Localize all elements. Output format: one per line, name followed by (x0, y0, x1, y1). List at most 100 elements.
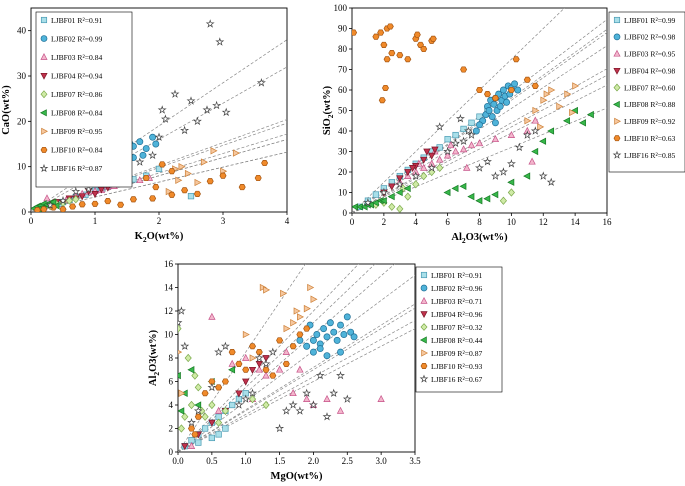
data-point (540, 96, 548, 104)
y-tick-label: 80 (338, 44, 348, 54)
data-point (229, 401, 236, 409)
legend-marker (39, 109, 47, 117)
data-point (165, 187, 173, 196)
legend-marker (613, 16, 621, 24)
x-tick-label: 12 (539, 217, 548, 227)
data-point (483, 157, 492, 166)
data-point (214, 347, 223, 356)
data-point (396, 52, 404, 59)
legend-label: LJBF10 R²=0.93 (431, 362, 482, 371)
x-tick-label: 1 (93, 216, 98, 226)
data-point (523, 76, 531, 83)
legend-label: LJBF01 R²=0.91 (51, 16, 102, 25)
data-point (248, 388, 257, 398)
data-point (255, 361, 263, 369)
data-point (235, 390, 243, 398)
data-point (491, 135, 500, 143)
data-point (283, 324, 291, 333)
regression-line (178, 264, 360, 452)
data-point (45, 200, 55, 209)
legend-marker (420, 323, 428, 331)
data-point (221, 107, 231, 117)
data-point (180, 341, 190, 351)
data-point (178, 324, 182, 333)
data-point (228, 366, 236, 374)
legend-label: LJBF02 R²=0.96 (431, 284, 482, 293)
data-point (443, 188, 451, 197)
x-tick-label: 2 (157, 216, 162, 226)
y-tick-label: 14 (164, 283, 174, 293)
x-tick-label: 0 (29, 216, 34, 226)
x-tick-label: 2.0 (308, 456, 320, 466)
data-point (170, 89, 180, 98)
data-point (347, 328, 355, 336)
data-point (310, 295, 318, 303)
y-tick-label: 6 (169, 377, 174, 387)
regression-line (178, 307, 415, 452)
data-point (307, 283, 315, 292)
data-point (136, 138, 144, 146)
data-point (178, 318, 183, 327)
regression-line (178, 274, 415, 452)
legend-marker (612, 150, 622, 159)
legend-marker (613, 83, 621, 92)
data-point (282, 360, 290, 367)
data-point (507, 130, 516, 138)
legend-label: LJBF09 R²=0.87 (431, 349, 482, 358)
y-tick-label: 2 (169, 424, 174, 434)
data-point (507, 178, 515, 186)
x-tick-label: 14 (571, 217, 581, 227)
legend-label: LJBF07 R²=0.86 (51, 90, 102, 99)
data-point (352, 29, 358, 36)
data-point (59, 206, 67, 212)
data-point (78, 201, 86, 208)
data-point (539, 137, 547, 145)
y-tick-label: 8 (169, 353, 174, 363)
data-point (451, 147, 460, 155)
data-point (379, 197, 387, 205)
data-point (322, 412, 332, 421)
legend-marker (40, 53, 48, 60)
data-point (444, 136, 451, 143)
data-point (342, 394, 352, 403)
data-point (330, 328, 338, 336)
data-point (436, 163, 444, 173)
data-point (282, 347, 290, 355)
data-point (219, 172, 227, 179)
legend-label: LJBF09 R²=0.95 (51, 127, 102, 136)
data-point (460, 66, 468, 73)
x-tick-label: 6 (445, 217, 450, 227)
regression-line (352, 84, 607, 213)
data-point (387, 192, 395, 201)
data-point (254, 174, 262, 182)
data-point (308, 400, 318, 409)
legend-marker (420, 284, 428, 292)
data-point (532, 106, 540, 115)
data-point (206, 178, 214, 185)
data-point (363, 198, 373, 207)
data-point (184, 353, 192, 363)
legend-label: LJBF03 R²=0.84 (51, 53, 102, 62)
data-point (168, 191, 176, 198)
data-point (215, 37, 225, 46)
data-point (420, 171, 428, 181)
data-point (412, 180, 420, 189)
data-point (148, 150, 158, 160)
data-point (309, 348, 317, 356)
data-point (69, 203, 77, 210)
data-point (187, 366, 195, 374)
data-point (475, 86, 484, 94)
data-point (242, 366, 250, 373)
data-point (512, 56, 520, 63)
data-point (315, 370, 325, 380)
data-point (215, 418, 223, 427)
x-tick-label: 8 (477, 217, 482, 227)
data-point (537, 123, 545, 131)
data-point (241, 394, 251, 403)
data-point (404, 192, 412, 201)
legend-box (35, 11, 133, 188)
data-point (372, 33, 380, 40)
data-point (214, 406, 223, 414)
data-point (459, 182, 467, 190)
data-point (296, 336, 304, 344)
